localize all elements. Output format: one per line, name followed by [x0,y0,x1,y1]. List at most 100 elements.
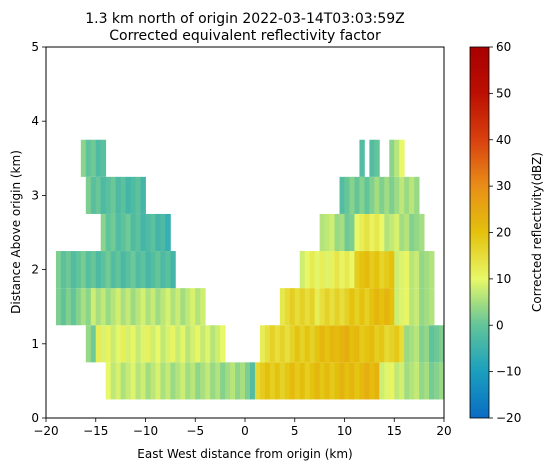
colorbar-tick-label: 30 [496,179,511,193]
reflectivity-cell [369,325,375,363]
reflectivity-cell [384,325,390,363]
reflectivity-cell [170,325,176,363]
reflectivity-cell [334,251,340,289]
reflectivity-cell [374,213,380,252]
reflectivity-cell [160,325,166,363]
reflectivity-cell [344,325,350,363]
reflectivity-cell [205,362,211,400]
reflectivity-cell [115,251,122,289]
reflectivity-cell [259,325,266,363]
reflectivity-cell [245,362,251,400]
reflectivity-cell [100,288,107,326]
reflectivity-cell [409,362,415,400]
reflectivity-cell [175,362,181,400]
y-tick-label: 1 [31,337,39,351]
reflectivity-cell [379,251,385,289]
reflectivity-cell [404,251,410,289]
reflectivity-cell [329,251,335,289]
reflectivity-cell [379,325,385,363]
reflectivity-cell [170,362,176,400]
reflectivity-cell [319,362,325,400]
reflectivity-cell [165,213,171,252]
reflectivity-cell [145,288,151,326]
reflectivity-cell [389,139,395,177]
reflectivity-cell [394,362,400,400]
reflectivity-cell [140,176,146,214]
reflectivity-cell [399,176,405,214]
reflectivity-cell [155,251,161,289]
reflectivity-cell [359,176,365,214]
reflectivity-cell [414,213,420,252]
reflectivity-cell [374,288,380,326]
reflectivity-cell [344,176,350,214]
reflectivity-cell [404,362,410,400]
reflectivity-cell [150,251,156,289]
reflectivity-cell [284,362,291,400]
reflectivity-cell [399,251,405,289]
reflectivity-cell [120,325,127,363]
reflectivity-cell [299,325,306,363]
reflectivity-cell [125,213,131,252]
reflectivity-cell [175,325,181,363]
reflectivity-cell [344,213,350,252]
reflectivity-cell [65,251,72,289]
reflectivity-cell [145,362,151,400]
reflectivity-cell [140,213,146,252]
reflectivity-cell [125,176,131,214]
reflectivity-cell [404,325,410,363]
reflectivity-cell [374,139,380,177]
reflectivity-cell [230,362,236,400]
reflectivity-cell [299,362,306,400]
reflectivity-cell [155,325,161,363]
reflectivity-cell [304,288,311,326]
reflectivity-cell [170,251,176,289]
reflectivity-cell [185,362,191,400]
reflectivity-cell [424,251,430,289]
reflectivity-cell [309,362,316,400]
reflectivity-cell [369,213,375,252]
reflectivity-cell [429,362,435,400]
reflectivity-cell [225,362,231,400]
colorbar-tick-label: 10 [496,272,511,286]
reflectivity-cell [80,139,87,177]
reflectivity-cell [150,288,156,326]
reflectivity-cell [419,251,425,289]
reflectivity-cell [369,362,375,400]
reflectivity-cell [389,362,395,400]
reflectivity-cell [299,288,306,326]
reflectivity-cell [394,288,400,326]
reflectivity-cell [115,325,122,363]
reflectivity-cell [105,325,112,363]
reflectivity-cell [384,213,390,252]
reflectivity-cell [309,288,316,326]
reflectivity-cell [319,288,325,326]
reflectivity-cell [95,251,102,289]
reflectivity-cell [334,325,340,363]
reflectivity-cell [359,325,365,363]
reflectivity-cell [289,325,296,363]
colorbar-tick-label: 50 [496,86,511,100]
reflectivity-cell [414,251,420,289]
reflectivity-cell [125,325,131,363]
reflectivity-cell [409,176,415,214]
reflectivity-cell [145,325,151,363]
reflectivity-cell [120,362,127,400]
x-tick-label: 0 [241,424,249,438]
reflectivity-cell [190,288,196,326]
chart-title-line2: Corrected equivalent reflectivity factor [109,28,381,44]
x-tick-label: −15 [83,424,108,438]
reflectivity-cell [329,362,335,400]
reflectivity-cell [349,362,355,400]
reflectivity-cell [394,251,400,289]
reflectivity-cell [419,362,425,400]
reflectivity-cell [130,176,136,214]
reflectivity-cell [394,213,400,252]
reflectivity-cell [269,325,276,363]
reflectivity-cell [439,362,445,400]
reflectivity-cell [344,288,350,326]
reflectivity-cell [424,362,430,400]
reflectivity-cell [379,176,385,214]
reflectivity-cell [394,325,400,363]
reflectivity-cell [155,362,161,400]
reflectivity-cell [419,325,425,363]
